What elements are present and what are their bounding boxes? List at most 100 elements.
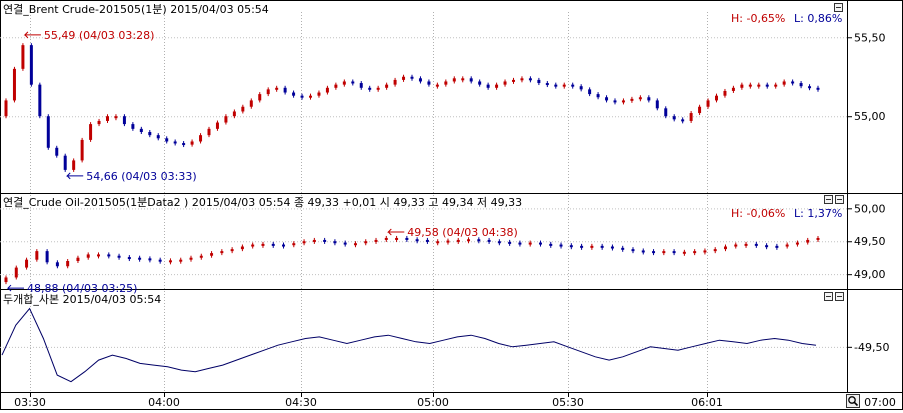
candle [662,251,666,254]
time-axis-tick-label: 04:00 [148,396,180,409]
candle [427,81,431,85]
sum-series-line [1,307,817,383]
candle [664,108,668,117]
candle [559,244,563,247]
candle [641,250,645,253]
candle [467,239,471,242]
candle [596,94,600,98]
candle [199,255,203,258]
candle [706,100,710,107]
candle [605,97,609,101]
annotation-label: 54,66 (04/03 03:33) [86,170,196,183]
candle [282,244,286,247]
candle [405,237,409,240]
candle [148,258,152,261]
candle [224,116,228,123]
candle [190,141,194,145]
candle [292,92,296,96]
candle [672,116,676,120]
candle [189,257,193,260]
crude-change-high: H: -0,06% [731,207,786,220]
candle [385,84,389,88]
candle [638,97,642,100]
candle [114,116,118,119]
candle [774,84,778,87]
candle [477,239,481,242]
candle [21,45,25,69]
candle [621,247,625,250]
annotation-arrow [23,31,41,39]
candle [703,250,707,253]
candle [806,239,810,243]
candle [117,255,121,258]
candle [590,245,594,248]
candle [302,241,306,244]
candle [168,260,172,263]
candle [446,240,450,243]
y-axis-tick-label: -49,50 [854,341,889,354]
candle [232,111,236,117]
candle [415,239,419,242]
candle [25,259,29,268]
candle [495,84,499,88]
candle [76,257,80,261]
candle [436,241,440,244]
candle [323,239,327,242]
candle [621,100,625,103]
time-axis-tick-label: 07:00 [864,396,896,409]
candle [538,242,542,245]
candle [503,81,507,85]
candle [165,138,169,142]
magnifier-icon[interactable] [846,394,860,408]
candle [359,83,363,88]
y-axis-tick-label: 55,00 [854,110,886,123]
candle [740,84,744,88]
candle [351,81,355,84]
candle [138,257,142,260]
candle [261,243,265,246]
candle [689,113,693,121]
crude-minimize-button[interactable] [824,195,833,204]
candle [173,141,177,144]
candle [469,78,473,82]
candle [554,84,558,87]
sum-minimize-button[interactable] [824,292,833,301]
candle [309,95,312,98]
candle [723,246,727,250]
candle [158,259,162,262]
candle [672,251,676,254]
crude-close-button[interactable] [835,195,844,204]
candle [652,251,656,254]
candle [512,79,515,82]
candle [66,261,70,267]
candle [571,84,575,87]
brent-chart-header: 연결_Brent Crude-201505(1분) 2015/04/03 05:… [3,3,269,16]
candle [545,83,549,86]
candle [478,81,482,85]
candle [549,243,553,246]
candle [131,124,135,129]
candle [266,89,270,95]
candle [486,84,490,88]
candle [402,76,406,80]
candle [631,249,635,252]
candle [249,100,253,107]
candle [715,95,718,101]
annotation-label: 55,49 (04/03 03:28) [44,29,154,42]
candle [156,135,160,139]
candle [342,81,346,85]
candle [569,245,573,248]
candle [240,246,244,250]
annotation-arrow [6,284,24,292]
candle [376,87,380,90]
candle [456,239,460,242]
sum-close-button[interactable] [835,292,844,301]
brent-panel-button[interactable] [834,3,843,12]
candle [230,249,234,252]
candle [435,84,439,87]
candle [723,90,727,96]
candle [452,78,456,82]
candle [35,251,39,260]
candle [562,84,566,87]
candle [38,84,42,117]
